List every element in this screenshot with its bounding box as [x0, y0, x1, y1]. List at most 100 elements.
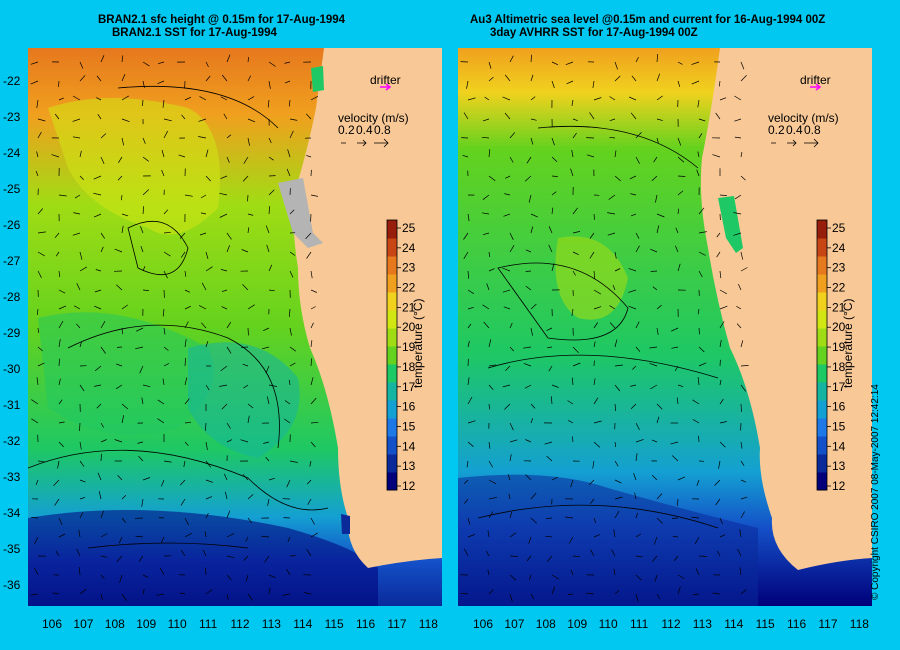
y-tick-label: -22: [3, 74, 21, 88]
right-colorbar-tick: 21: [832, 300, 846, 314]
x-tick-label: 112: [230, 617, 249, 631]
x-tick-label: 109: [136, 617, 156, 631]
y-tick-label: -26: [3, 218, 21, 232]
y-tick-label: -30: [3, 362, 21, 376]
x-tick-label: 118: [850, 617, 869, 631]
y-tick-label: -33: [3, 470, 21, 484]
right-colorbar-tick: 12: [832, 479, 846, 493]
left-colorbar-tick: 18: [402, 360, 416, 374]
left-velocity-legend-v3: 0.8: [374, 123, 391, 137]
left-colorbar-tick: 21: [402, 300, 416, 314]
right-colorbar-tick: 25: [832, 221, 846, 235]
right-map-panel: drifter velocity (m/s) 0.2 0.4 0.8 12 13 1…: [458, 48, 872, 606]
left-colorbar-tick: 25: [402, 221, 416, 235]
x-tick-label: 106: [473, 617, 493, 631]
left-colorbar-tick: 20: [402, 320, 416, 334]
left-drifter-arrow-icon: [380, 83, 392, 91]
right-drifter-arrow-icon: [810, 83, 822, 91]
left-colorbar: 12 13 14 15 16 17 18 19 20 21 22 23 24 25 temperature…: [386, 219, 425, 493]
x-tick-label: 109: [567, 617, 587, 631]
left-panel-title-line2: BRAN2.1 SST for 17-Aug-1994: [112, 27, 277, 39]
x-tick-label: 110: [599, 617, 618, 631]
left-colorbar-label: temperature (°C): [411, 299, 425, 389]
right-velocity-legend: velocity (m/s) 0.2 0.4 0.8: [768, 111, 839, 148]
right-colorbar-tick: 20: [832, 320, 846, 334]
x-tick-label: 114: [724, 617, 743, 631]
right-velocity-legend-title: velocity (m/s): [768, 111, 839, 125]
y-tick-label: -34: [3, 506, 21, 520]
right-colorbar-tick: 19: [832, 340, 846, 354]
x-tick-label: 116: [787, 617, 806, 631]
x-tick-label: 118: [419, 617, 438, 631]
left-colorbar-tick: 12: [402, 479, 416, 493]
y-tick-label: -29: [3, 326, 21, 340]
left-map: drifter velocity (m/s) 0.2 0.4 0.8 12131…: [28, 48, 442, 606]
x-tick-label: 117: [818, 617, 837, 631]
x-tick-label: 110: [168, 617, 187, 631]
y-tick-label: -27: [3, 254, 21, 268]
left-colorbar-tick: 14: [402, 439, 416, 453]
left-colorbar-tick: 15: [402, 419, 416, 433]
y-tick-label: -32: [3, 434, 21, 448]
left-x-axis: 106 107 108 109 110 111 112 113 114 115 116 117 118: [42, 617, 438, 631]
left-velocity-legend: velocity (m/s) 0.2 0.4 0.8: [338, 111, 409, 148]
right-velocity-legend-v3: 0.8: [804, 123, 821, 137]
left-colorbar-tick: 17: [402, 380, 416, 394]
right-panel-title-line2: 3day AVHRR SST for 17-Aug-1994 00Z: [490, 27, 698, 39]
y-tick-label: -25: [3, 182, 21, 196]
y-tick-label: -28: [3, 290, 21, 304]
x-tick-label: 108: [536, 617, 556, 631]
y-tick-label: -35: [3, 542, 21, 556]
right-drifter-label: drifter: [800, 73, 831, 87]
left-velocity-legend-title: velocity (m/s): [338, 111, 409, 125]
y-tick-label: -23: [3, 110, 21, 124]
left-map-panel: drifter velocity (m/s) 0.2 0.4 0.8 12 13 1…: [28, 48, 442, 606]
x-tick-label: 108: [105, 617, 125, 631]
x-tick-label: 112: [661, 617, 680, 631]
right-colorbar-label: temperature (°C): [841, 299, 855, 389]
left-y-axis: -22 -23 -24 -25 -26 -27 -28 -29 -30 -31 -32 -33 -34 -…: [3, 74, 21, 592]
x-tick-label: 113: [262, 617, 281, 631]
x-tick-label: 106: [42, 617, 62, 631]
right-colorbar-tick: 13: [832, 459, 846, 473]
right-colorbar: 12 13 14 15 16 17 18 19 20 21 22 23 24 25 temperature…: [816, 219, 855, 493]
left-colorbar-tick: 24: [402, 241, 416, 255]
left-velocity-arrows: [30, 54, 319, 601]
x-tick-label: 115: [756, 617, 775, 631]
y-tick-label: -31: [3, 398, 21, 412]
x-tick-label: 107: [73, 617, 93, 631]
left-colorbar-tick: 23: [402, 261, 416, 275]
x-tick-label: 117: [387, 617, 406, 631]
y-tick-label: -24: [3, 146, 21, 160]
x-tick-label: 113: [693, 617, 712, 631]
x-tick-label: 116: [356, 617, 375, 631]
right-colorbar-tick: 22: [832, 281, 846, 295]
right-colorbar-tick: 24: [832, 241, 846, 255]
x-tick-label: 111: [199, 617, 218, 631]
x-tick-label: 107: [504, 617, 524, 631]
y-tick-label: -36: [3, 578, 21, 592]
left-velocity-legend-v1: 0.2: [338, 123, 355, 137]
right-map: drifter velocity (m/s) 0.2 0.4 0.8 12131…: [458, 48, 872, 606]
left-colorbar-tick: 19: [402, 340, 416, 354]
right-colorbar-tick: 23: [832, 261, 846, 275]
right-colorbar-tick: 14: [832, 439, 846, 453]
x-tick-label: 114: [293, 617, 312, 631]
right-x-axis: 106 107 108 109 110 111 112 113 114 115 116 117 118: [473, 617, 869, 631]
copyright-text: © Copyright CSIRO 2007 08-May-2007 12:42…: [870, 384, 881, 600]
left-panel-title-line1: BRAN2.1 sfc height @ 0.15m for 17-Aug-19…: [98, 14, 346, 26]
right-colorbar-tick: 17: [832, 380, 846, 394]
right-colorbar-tick: 18: [832, 360, 846, 374]
left-drifter-label: drifter: [370, 73, 401, 87]
right-velocity-arrows: [460, 53, 749, 602]
right-panel-title-line1: Au3 Altimetric sea level @0.15m and curr…: [470, 14, 826, 26]
right-colorbar-tick: 16: [832, 400, 846, 414]
x-tick-label: 115: [325, 617, 344, 631]
left-colorbar-tick: 16: [402, 400, 416, 414]
right-colorbar-tick: 15: [832, 419, 846, 433]
left-colorbar-tick: 22: [402, 281, 416, 295]
right-velocity-legend-v1: 0.2: [768, 123, 785, 137]
left-colorbar-tick: 13: [402, 459, 416, 473]
right-velocity-legend-v2: 0.4: [786, 123, 803, 137]
x-tick-label: 111: [630, 617, 649, 631]
